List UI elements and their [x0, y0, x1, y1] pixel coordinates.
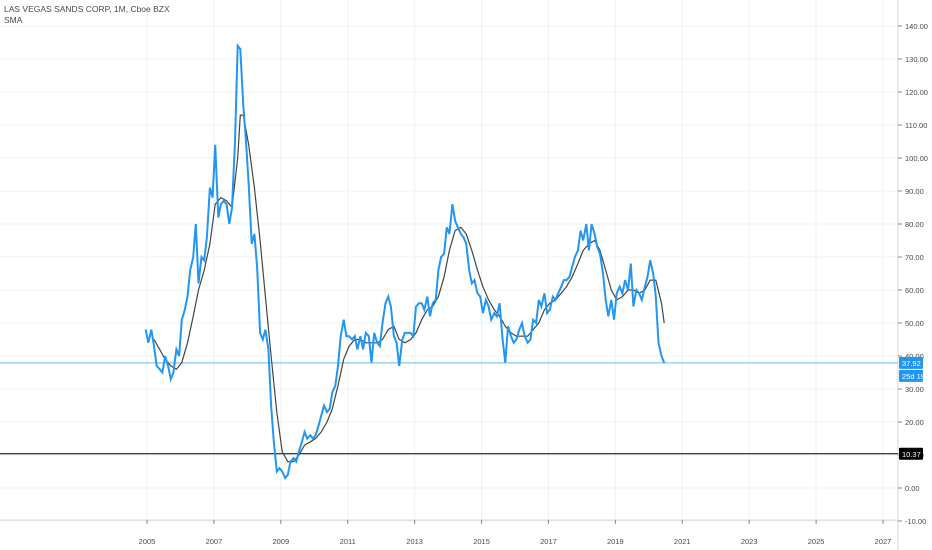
- y-tick-label: -10.00: [905, 517, 926, 526]
- x-tick-label: 2017: [540, 537, 557, 546]
- x-tick-label: 2021: [674, 537, 691, 546]
- y-tick-label: 100.00: [905, 154, 928, 163]
- y-tick-label: 140.00: [905, 22, 928, 31]
- last-price-badge: [899, 356, 923, 369]
- hline-value-badge: [899, 447, 923, 460]
- last-price-badge-text: 37.92: [902, 359, 921, 368]
- x-tick-label: 2007: [206, 537, 223, 546]
- indicator-label[interactable]: SMA: [4, 15, 23, 25]
- y-tick-label: 90.00: [905, 187, 924, 196]
- countdown-badge-text: 25d 19h: [902, 372, 929, 381]
- price-axis[interactable]: -10.000.0010.0020.0030.0040.0050.0060.00…: [898, 22, 928, 526]
- y-tick-label: 120.00: [905, 88, 928, 97]
- countdown-badge: [899, 369, 923, 382]
- y-tick-label: 110.00: [905, 121, 927, 130]
- x-tick-label: 2015: [473, 537, 490, 546]
- time-axis[interactable]: 2005 2007 2009 2011 2013 2015 2017 2019 2021 2023…: [139, 520, 892, 546]
- y-tick-label: 50.00: [905, 319, 924, 328]
- symbol-title[interactable]: LAS VEGAS SANDS CORP, 1M, Cboe BZX: [4, 4, 170, 14]
- x-tick-label: 2005: [139, 537, 156, 546]
- y-tick-label: 40.00: [905, 352, 924, 361]
- x-tick-label: 2023: [741, 537, 758, 546]
- x-tick-label: 2027: [875, 537, 892, 546]
- y-tick-label: 130.00: [905, 55, 928, 64]
- x-tick-label: 2025: [808, 537, 825, 546]
- y-tick-label: 60.00: [905, 286, 924, 295]
- x-tick-label: 2013: [406, 537, 423, 546]
- hline-value-badge-text: 10.37: [902, 450, 921, 459]
- y-tick-label: 70.00: [905, 253, 924, 262]
- x-tick-label: 2011: [340, 537, 356, 546]
- sma-line: [153, 114, 665, 463]
- vertical-grid: [146, 0, 884, 520]
- price-badges: 37.92 25d 19h 10.37: [899, 356, 929, 460]
- y-tick-label: 20.00: [905, 418, 924, 427]
- y-tick-label: 80.00: [905, 220, 924, 229]
- horizontal-grid: [0, 25, 898, 522]
- price-line: [144, 43, 666, 481]
- x-tick-label: 2009: [272, 537, 289, 546]
- y-tick-label: 0.00: [905, 484, 920, 493]
- chart-header: LAS VEGAS SANDS CORP, 1M, Cboe BZX SMA: [4, 4, 170, 26]
- y-tick-label: 30.00: [905, 385, 924, 394]
- x-tick-label: 2019: [607, 537, 624, 546]
